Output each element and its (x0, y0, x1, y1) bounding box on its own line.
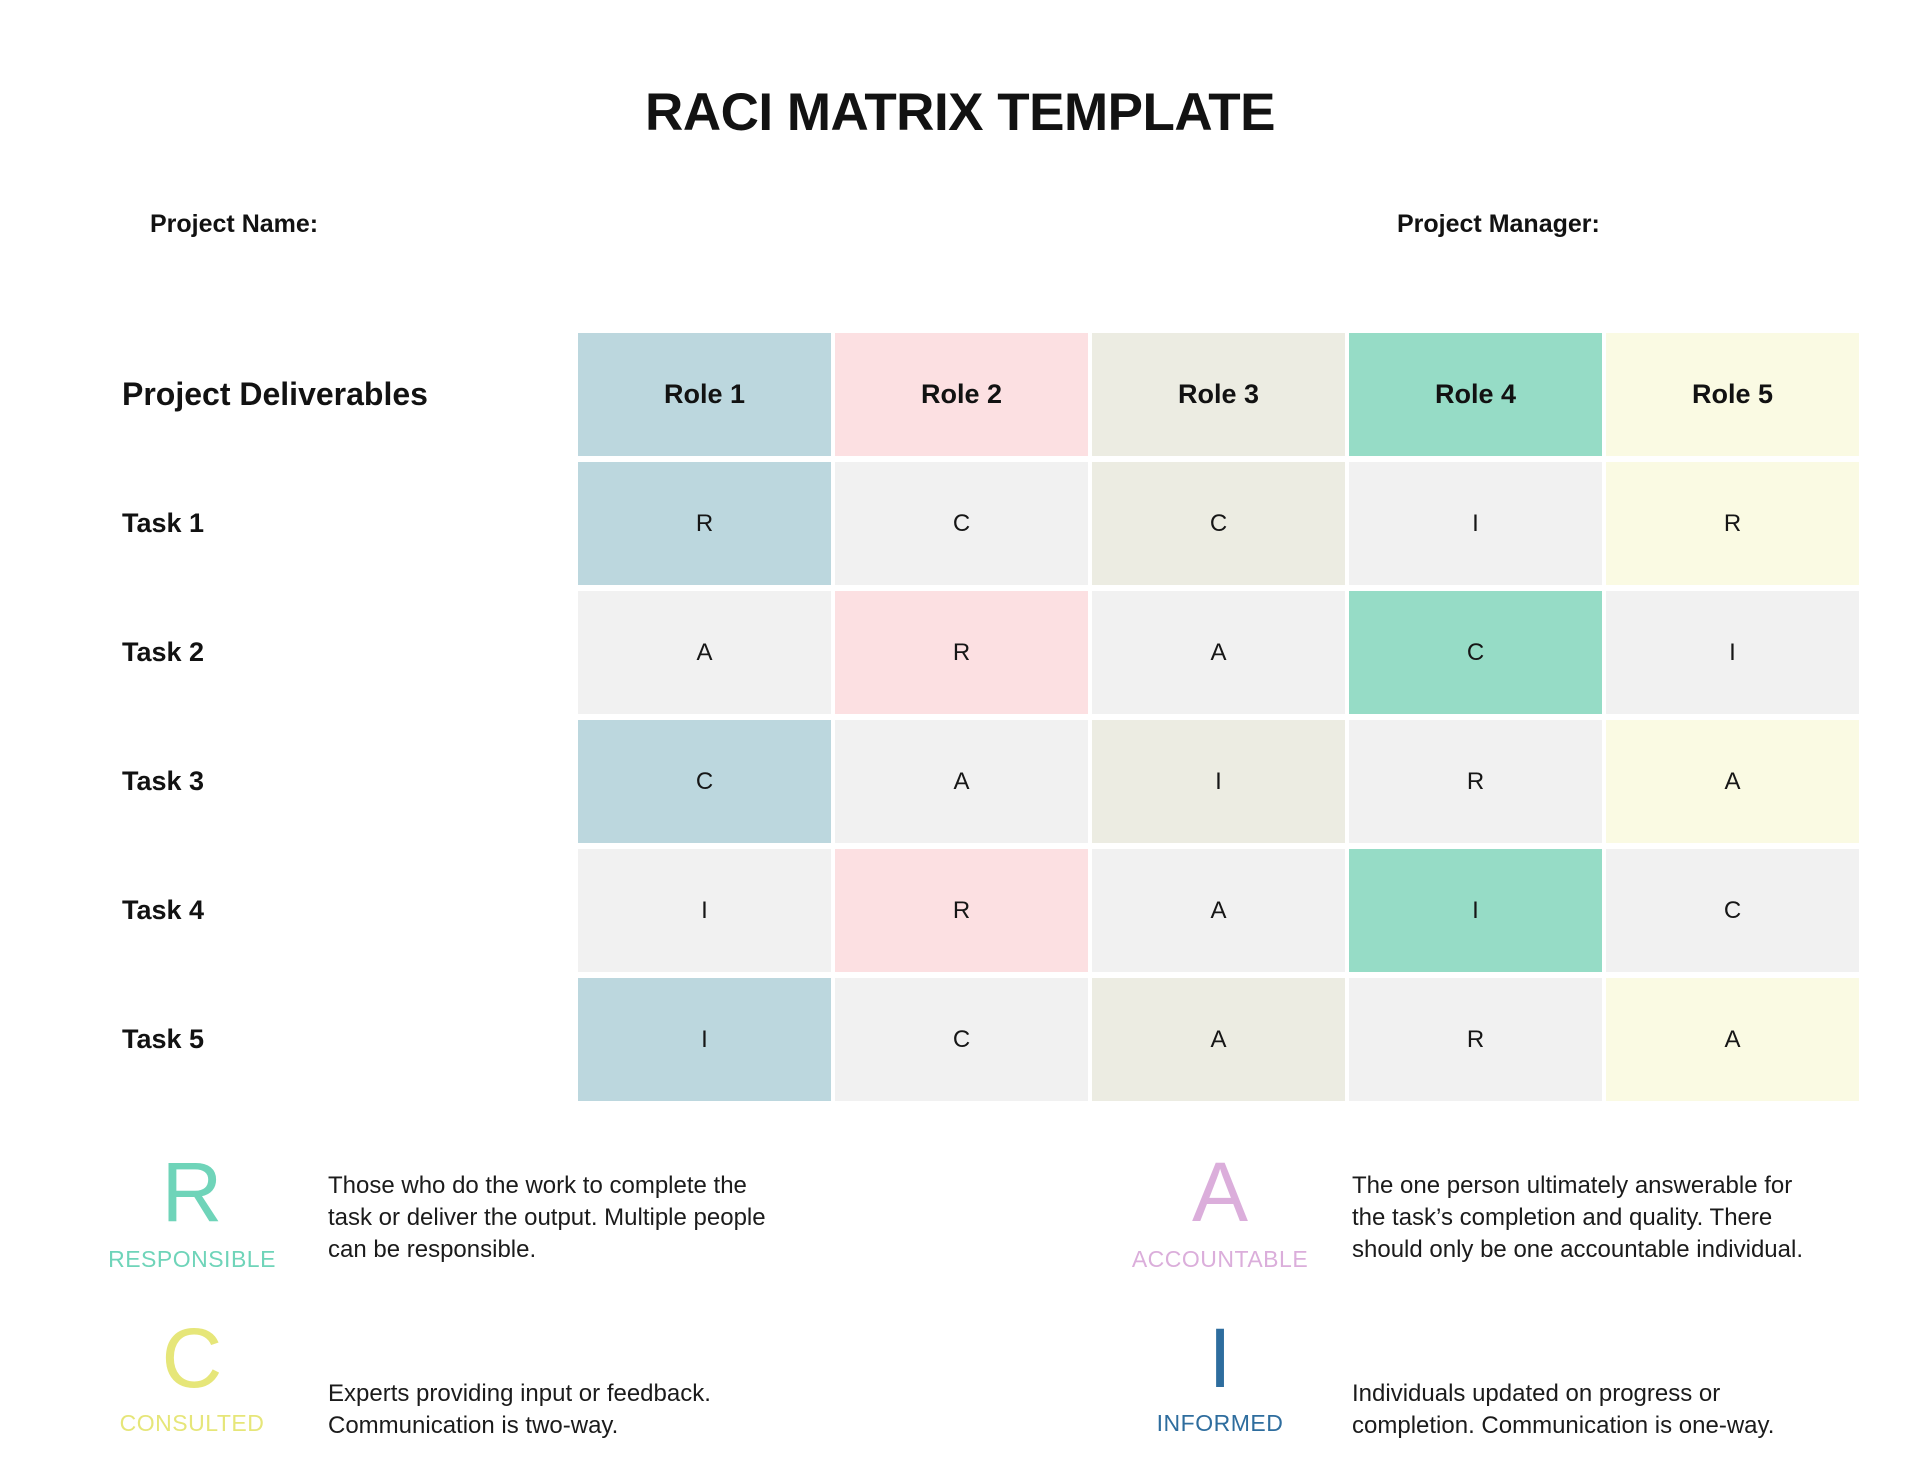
legend-term-consulted: CONSULTED (119, 1410, 265, 1436)
legend-description-accountable: The one person ultimately answerable for… (1352, 1170, 1803, 1266)
legend-description-line: should only be one accountable individua… (1352, 1236, 1803, 1263)
role-3-header: Role 3 (1092, 333, 1345, 456)
legend-description-line: Individuals updated on progress or (1352, 1380, 1721, 1407)
legend-description-line: completion. Communication is one-way. (1352, 1412, 1775, 1439)
role-4-header: Role 4 (1349, 333, 1602, 456)
cell-task-3-role-1: C (578, 720, 831, 843)
cell-task-5-role-3: A (1092, 978, 1345, 1101)
role-5-header: Role 5 (1606, 333, 1859, 456)
task-2-label: Task 2 (122, 637, 205, 667)
cell-task-5-role-5: A (1606, 978, 1859, 1101)
cell-task-1-role-1: R (578, 462, 831, 585)
cell-task-3-role-2: A (835, 720, 1088, 843)
deliverables-header: Project Deliverables (122, 376, 428, 412)
cell-task-1-role-4: I (1349, 462, 1602, 585)
legend-letter-accountable: A (1191, 1145, 1249, 1239)
legend-letter-consulted: C (161, 1311, 223, 1405)
legend-letter-informed: I (1208, 1311, 1232, 1405)
legend-letter-responsible: R (161, 1145, 223, 1239)
cell-task-5-role-1: I (578, 978, 831, 1101)
legend-description-line: Experts providing input or feedback. (328, 1380, 711, 1407)
legend-term-accountable: ACCOUNTABLE (1131, 1246, 1309, 1272)
role-2-header: Role 2 (835, 333, 1088, 456)
cell-task-1-role-5: R (1606, 462, 1859, 585)
cell-task-5-role-2: C (835, 978, 1088, 1101)
cell-task-2-role-3: A (1092, 591, 1345, 714)
cell-task-4-role-5: C (1606, 849, 1859, 972)
legend-term-informed: INFORMED (1156, 1410, 1284, 1436)
legend-description-responsible: Those who do the work to complete the ta… (328, 1170, 766, 1266)
legend-description-line: Those who do the work to complete the (328, 1172, 747, 1199)
project-manager-label: Project Manager: (1397, 210, 1600, 238)
task-3-label: Task 3 (122, 766, 205, 796)
legend-description-line: can be responsible. (328, 1236, 537, 1263)
cell-task-1-role-2: C (835, 462, 1088, 585)
page-title: RACI MATRIX TEMPLATE (645, 83, 1275, 142)
cell-task-3-role-4: R (1349, 720, 1602, 843)
cell-task-2-role-4: C (1349, 591, 1602, 714)
cell-task-4-role-3: A (1092, 849, 1345, 972)
legend-description-line: Communication is two-way. (328, 1412, 619, 1439)
task-1-label: Task 1 (122, 508, 205, 538)
cell-task-1-role-3: C (1092, 462, 1345, 585)
cell-task-3-role-5: A (1606, 720, 1859, 843)
cell-task-4-role-4: I (1349, 849, 1602, 972)
legend-description-line: task or deliver the output. Multiple peo… (328, 1204, 766, 1231)
cell-task-2-role-5: I (1606, 591, 1859, 714)
task-5-label: Task 5 (122, 1024, 205, 1054)
legend-term-responsible: RESPONSIBLE (108, 1246, 276, 1272)
legend-description-informed: Individuals updated on progress or compl… (1352, 1378, 1774, 1442)
cell-task-5-role-4: R (1349, 978, 1602, 1101)
legend-description-line: The one person ultimately answerable for (1352, 1172, 1793, 1199)
legend-description-line: the task’s completion and quality. There (1352, 1204, 1773, 1231)
cell-task-2-role-2: R (835, 591, 1088, 714)
legend-description-consulted: Experts providing input or feedback. Com… (328, 1378, 711, 1442)
cell-task-4-role-1: I (578, 849, 831, 972)
cell-task-3-role-3: I (1092, 720, 1345, 843)
role-1-header: Role 1 (578, 333, 831, 456)
raci-matrix-table: Project Deliverables Role 1 Role 2 Role … (122, 333, 1859, 1101)
cell-task-2-role-1: A (578, 591, 831, 714)
cell-task-4-role-2: R (835, 849, 1088, 972)
project-name-label: Project Name: (150, 210, 319, 238)
task-4-label: Task 4 (122, 895, 205, 925)
